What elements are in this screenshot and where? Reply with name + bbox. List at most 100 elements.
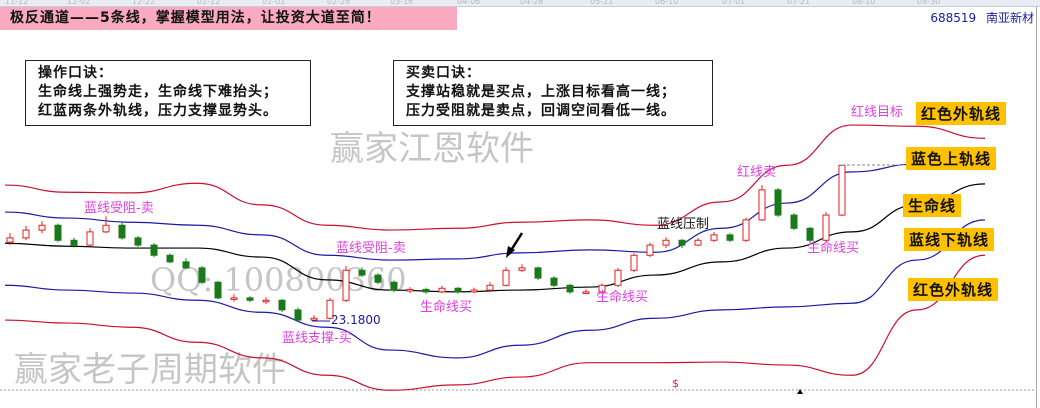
candle-body [294,309,302,321]
candle [566,284,574,294]
candle-body [662,239,670,246]
annotation-red-target: 红线目标 [851,105,904,120]
candle [518,264,526,273]
dollar-marker: $ [672,377,679,390]
candle [358,267,366,277]
annotation-blue-press: 蓝线压制 [657,217,710,232]
candle [22,225,30,241]
red-outer-upper-line [4,124,986,231]
watermark-text: 赢家老子周期软件 [14,350,286,390]
candle-body [86,231,94,246]
candle [614,267,622,288]
candle-body [726,234,734,241]
candle [710,231,718,243]
stock-name: 南亚新材 [985,11,1034,25]
candle [486,282,494,292]
candle [822,212,830,242]
candle-body [838,164,846,216]
candle [534,266,542,280]
candle-body [38,224,46,231]
candle [838,164,846,217]
candle [790,213,798,231]
legend-red-outer-top: 红色外轨线 [916,102,1007,125]
marker-triangle-icon [797,389,803,394]
candle-body [550,277,558,286]
candle-body [310,317,318,321]
watermark-qq: QQ: 100800360 [150,261,407,299]
candle-body [6,237,14,243]
candle [38,221,46,234]
candle [662,237,670,249]
candle-body [486,284,494,291]
candle [102,216,110,234]
candle [678,239,686,249]
arrow-icon [506,232,524,258]
candle-body [22,229,30,239]
red-outer-lower-line [4,254,986,391]
candle [598,283,606,294]
stock-identifier: 688519 南亚新材 [930,9,1034,26]
candle-body [406,288,414,292]
candle-body [198,267,206,283]
candle [502,267,510,287]
candle-body [326,299,334,319]
candle [742,217,750,243]
candle [470,287,478,294]
candle [342,266,350,303]
candle-body [614,269,622,286]
x-tick-label: 01-12 [197,0,221,6]
operation-tips-box: 操作口诀： 生命线上强势走，生命线下难抬头； 红蓝两条外轨线，压力支撑显势头。 [25,60,311,126]
annotation-red-sell: 红线卖 [737,165,777,180]
date-axis: 11-12 12-02 12-22 01-12 02-01 02-26 03-16 04-06… [0,0,1040,7]
candle-body [806,227,814,241]
x-tick-label: 08-10 [852,0,876,6]
candle [166,253,174,264]
candle [406,287,414,294]
candle-body [54,224,62,241]
candle-body [758,189,766,221]
x-tick-label: 02-01 [262,0,286,6]
box-title: 操作口诀： [38,65,113,81]
legend-blue-lower: 蓝线下轨线 [904,228,995,251]
candle-body [230,297,238,300]
legend-red-outer-bottom: 红色外轨线 [908,278,999,301]
candle [278,299,286,313]
candle [774,188,782,217]
candle [150,243,158,258]
annotation-blue-resist-sell: 蓝线受阻-卖 [336,241,406,256]
annotation-life-buy: 生命线买 [807,241,860,256]
box-line: 生命线上强势走，生命线下难抬头； [38,84,278,100]
candle-body [246,297,254,301]
candle [134,236,142,247]
candle [326,297,334,320]
candle-body [582,291,590,294]
blue-upper-line [4,163,918,261]
candle-body [502,269,510,286]
candle-body [134,237,142,246]
candle-body [182,261,190,269]
x-tick-label: 06-10 [655,0,679,6]
legend-blue-upper: 蓝色上轨线 [906,147,997,170]
x-tick-label: 07-01 [722,0,746,6]
candle-body [374,274,382,283]
candle [198,266,206,285]
candle-body [454,287,462,293]
annotation-life-buy: 生命线买 [596,290,649,305]
box-line: 红蓝两条外轨线，压力支撑显势头。 [38,103,278,119]
x-tick-label: 05-21 [590,0,614,6]
candle-body [70,239,78,246]
candle [806,227,814,243]
candle [262,297,270,304]
candle-body [438,287,446,293]
x-tick-label: 04-06 [457,0,481,6]
candle-body [118,224,126,239]
candle [630,253,638,273]
candle [694,237,702,247]
candle [6,233,14,246]
candle [582,289,590,295]
candle-body [470,289,478,293]
candle-body [630,254,638,271]
candle-body [742,219,750,241]
candle [390,280,398,292]
